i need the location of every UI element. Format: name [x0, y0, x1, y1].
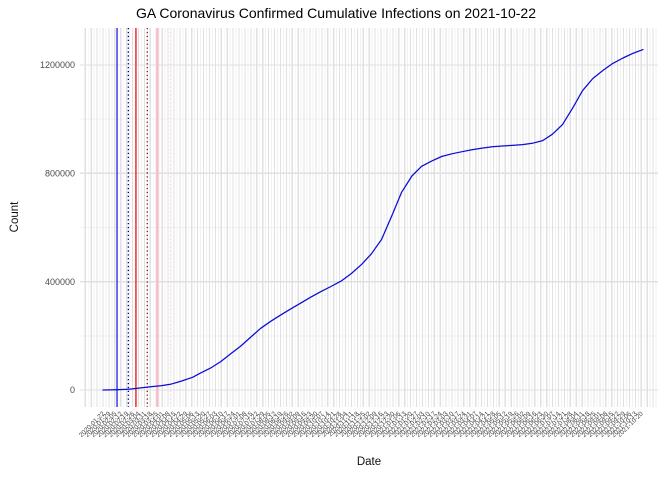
x-axis-title: Date: [356, 456, 382, 468]
y-tick-label: 800000: [45, 169, 75, 179]
y-tick-label: 400000: [45, 277, 75, 287]
chart-title: GA Coronavirus Confirmed Cumulative Infe…: [136, 5, 536, 21]
y-tick-label: 0: [70, 385, 75, 395]
series-line: [102, 48, 644, 391]
y-tick-label: 1200000: [40, 60, 75, 70]
